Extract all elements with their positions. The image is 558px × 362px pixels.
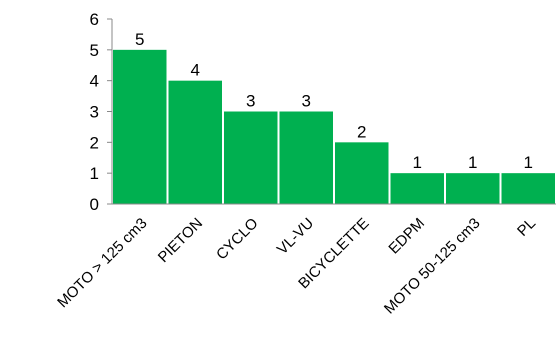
y-tick-label: 1 — [90, 164, 99, 183]
x-tick-label: PL — [514, 215, 539, 240]
bar — [446, 173, 500, 204]
x-tick-label: PIETON — [155, 215, 206, 266]
data-label: 2 — [357, 122, 366, 141]
bar — [113, 49, 167, 205]
y-tick-label: 0 — [90, 195, 99, 214]
y-tick-label: 2 — [90, 133, 99, 152]
x-tick-label: MOTO 50-125 cm3 — [381, 215, 484, 318]
bar — [279, 111, 333, 204]
bars — [113, 49, 555, 205]
data-label: 5 — [135, 30, 144, 49]
x-tick-label: MOTO > 125 cm3 — [54, 215, 150, 311]
bar — [501, 173, 555, 204]
bar — [168, 80, 222, 204]
y-tick-label: 4 — [90, 72, 99, 91]
y-axis: 0 1 2 3 4 5 6 — [90, 10, 113, 214]
data-label: 1 — [468, 153, 477, 172]
bar — [390, 173, 444, 204]
data-label: 1 — [524, 153, 533, 172]
data-label: 4 — [191, 61, 200, 80]
x-tick-label: VL-VU — [274, 215, 317, 258]
bar — [224, 111, 278, 204]
y-tick-label: 3 — [90, 103, 99, 122]
x-axis: MOTO > 125 cm3 PIETON CYCLO VL-VUBICYCLETTE… — [54, 203, 556, 318]
data-labels: 5 4 3 3 2 1 1 1 — [135, 30, 533, 172]
x-tick-label: CYCLO — [213, 215, 262, 264]
data-label: 3 — [302, 92, 311, 111]
y-tick-label: 5 — [90, 41, 99, 60]
data-label: 1 — [413, 153, 422, 172]
bar — [335, 142, 389, 204]
y-tick-label: 6 — [90, 10, 99, 29]
data-label: 3 — [246, 92, 255, 111]
x-tick-label: EDPM — [385, 215, 428, 258]
